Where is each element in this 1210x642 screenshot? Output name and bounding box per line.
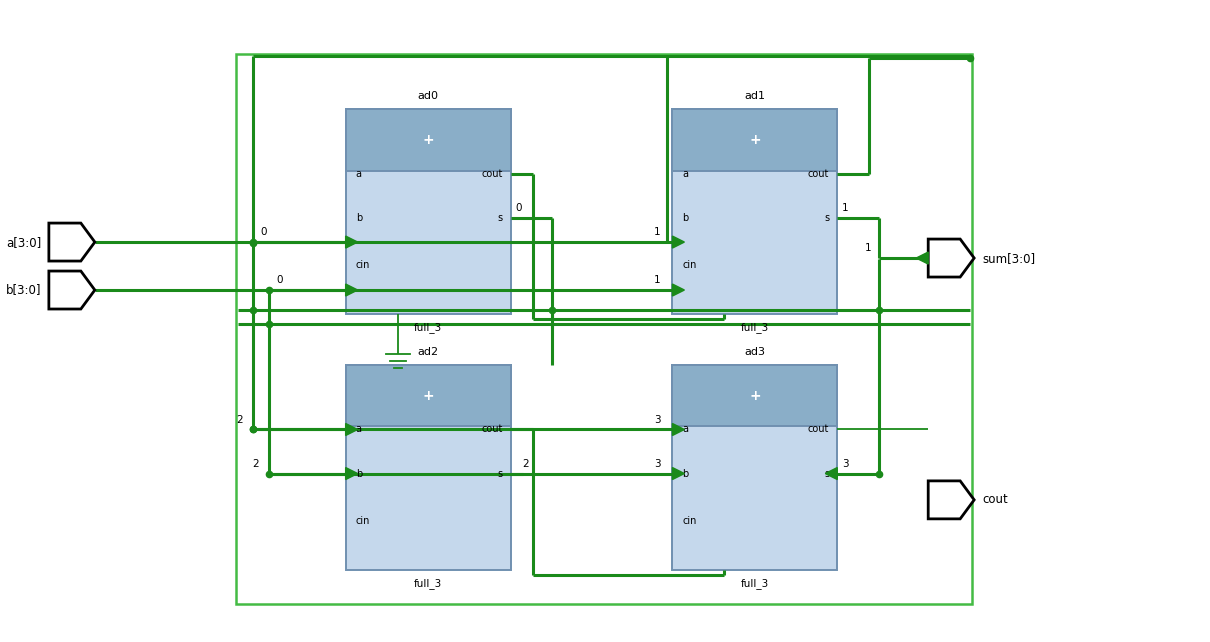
Text: s: s [824,213,829,223]
Text: 1: 1 [653,275,661,285]
Text: a: a [682,169,688,178]
Text: cout: cout [983,493,1008,507]
Text: cin: cin [356,260,370,270]
Polygon shape [916,252,928,264]
Polygon shape [346,424,358,435]
Text: 0: 0 [515,203,522,213]
Bar [673,365,837,426]
Text: s: s [824,469,829,478]
Bar [236,54,972,603]
Text: 2: 2 [252,458,259,469]
Text: a: a [682,424,688,435]
Bar [673,109,837,171]
Text: cin: cin [682,516,697,526]
Text: 1: 1 [653,227,661,237]
Text: ad2: ad2 [417,347,439,357]
Text: +: + [749,133,761,147]
Text: b: b [682,469,688,478]
Text: 0: 0 [277,275,283,285]
Text: cout: cout [808,169,829,178]
Text: 3: 3 [842,458,848,469]
Bar [673,109,837,314]
Bar [346,365,511,570]
Text: +: + [422,388,434,403]
Text: full_3: full_3 [414,322,442,333]
Text: 3: 3 [653,458,661,469]
Polygon shape [346,284,358,296]
Text: +: + [422,133,434,147]
Text: full_3: full_3 [741,578,770,589]
Text: ad3: ad3 [744,347,766,357]
Polygon shape [673,467,685,480]
Polygon shape [346,467,358,480]
Text: 1: 1 [865,243,871,253]
Polygon shape [48,223,94,261]
Bar [346,365,511,426]
Text: 1: 1 [842,203,848,213]
Text: b: b [356,469,362,478]
Text: cout: cout [482,169,502,178]
Text: a[3:0]: a[3:0] [6,236,42,248]
Bar [346,109,511,171]
Polygon shape [346,236,358,248]
Text: sum[3:0]: sum[3:0] [983,252,1036,265]
Text: b: b [356,213,362,223]
Text: cout: cout [482,424,502,435]
Text: full_3: full_3 [741,322,770,333]
Bar [673,365,837,570]
Bar [346,109,511,314]
Text: cout: cout [808,424,829,435]
Text: ad0: ad0 [417,91,438,101]
Polygon shape [928,239,974,277]
Text: full_3: full_3 [414,578,442,589]
Text: s: s [497,469,502,478]
Text: 3: 3 [653,415,661,424]
Text: +: + [749,388,761,403]
Polygon shape [825,467,837,480]
Polygon shape [928,481,974,519]
Text: 2: 2 [236,415,243,424]
Polygon shape [673,284,685,296]
Text: a: a [356,169,362,178]
Text: ad1: ad1 [744,91,766,101]
Text: b: b [682,213,688,223]
Text: s: s [497,213,502,223]
Text: b[3:0]: b[3:0] [6,284,42,297]
Text: cin: cin [682,260,697,270]
Text: 0: 0 [260,227,267,237]
Polygon shape [673,424,685,435]
Polygon shape [48,271,94,309]
Text: 2: 2 [523,458,529,469]
Text: cin: cin [356,516,370,526]
Polygon shape [673,236,685,248]
Text: a: a [356,424,362,435]
